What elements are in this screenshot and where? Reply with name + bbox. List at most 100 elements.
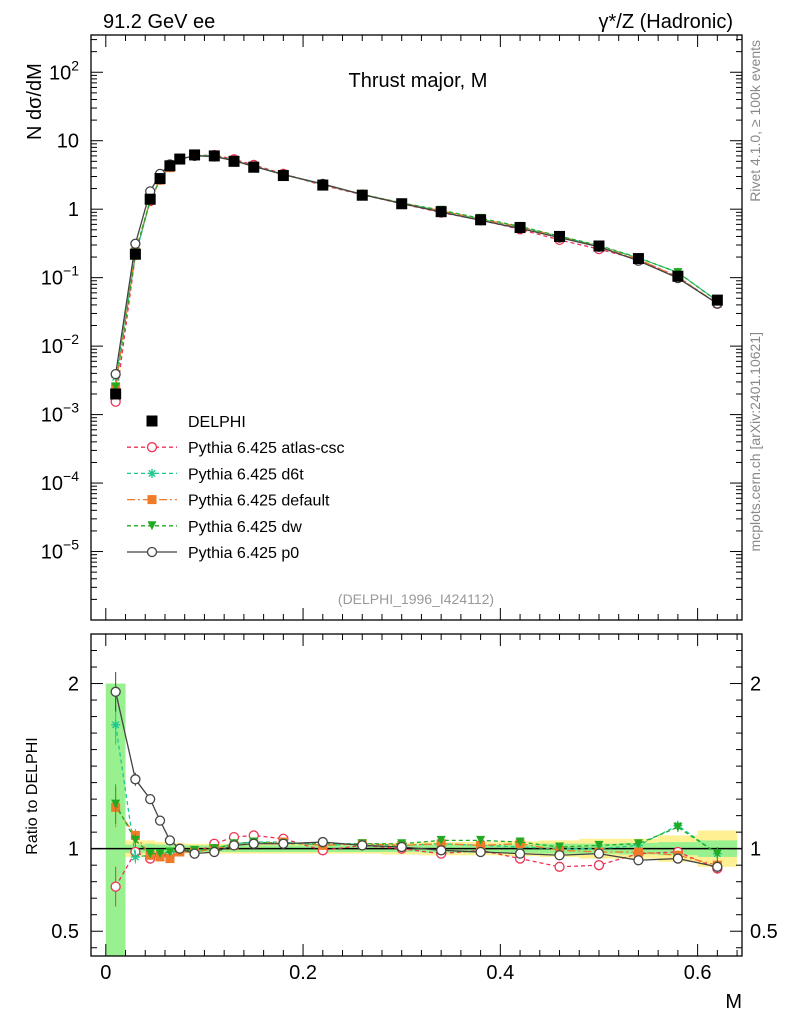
y-axis-label-main: N dσ/dM — [24, 63, 46, 140]
legend-marker — [147, 495, 157, 505]
main-point — [130, 238, 141, 249]
tick-base: 10 — [41, 542, 63, 564]
y-tick-label-main: 10 — [57, 131, 79, 153]
data-point — [248, 161, 260, 173]
rivet-version-label: Rivet 4.1.0, ≥ 100k events — [747, 40, 763, 202]
ratio-point — [633, 855, 644, 866]
ratio-point — [672, 853, 684, 864]
legend-label: Pythia 6.425 atlas-csc — [188, 440, 345, 457]
ratio-point — [554, 850, 565, 861]
ratio-point — [555, 842, 565, 852]
data-point — [711, 294, 723, 306]
main-series-line — [115, 154, 718, 402]
data-point — [129, 248, 141, 260]
ratio-point — [633, 847, 643, 857]
main-point — [111, 382, 121, 392]
legend-label: Pythia 6.425 default — [188, 493, 330, 510]
main-point — [110, 368, 121, 380]
ratio-point — [155, 849, 165, 859]
ratio-point — [673, 822, 683, 832]
ratio-point — [130, 774, 141, 785]
ratio-point — [514, 848, 526, 859]
ratio-point — [712, 849, 722, 859]
ratio-point — [189, 848, 200, 859]
main-series-line — [115, 154, 718, 387]
data-point — [554, 230, 566, 242]
legend-marker — [146, 546, 158, 558]
ratio-panel — [91, 671, 742, 907]
main-series-1 — [111, 151, 722, 382]
ratio-point — [209, 846, 220, 858]
data-point — [208, 150, 220, 162]
x-tick-label: 0.6 — [684, 962, 712, 984]
y-tick-label-ratio: 0.5 — [51, 921, 79, 943]
y-tick-label-ratio-right: 0.5 — [750, 921, 778, 943]
tick-exponent: −2 — [63, 331, 79, 347]
analysis-watermark: (DELPHI_1996_I424112) — [338, 591, 494, 607]
y-tick-label-ratio: 2 — [68, 674, 79, 696]
tick-base: 10 — [41, 268, 63, 290]
ratio-series-line — [115, 807, 718, 866]
y-tick-label-main: 1 — [68, 199, 79, 221]
data-point — [632, 253, 644, 265]
legend-entry: Pythia 6.425 d6t — [127, 466, 304, 483]
data-point — [277, 170, 289, 182]
main-panel — [110, 149, 723, 407]
ratio-panel-bands — [105, 683, 738, 956]
legend-label: DELPHI — [188, 414, 246, 431]
tick-exponent: −5 — [63, 537, 79, 553]
main-series-0 — [110, 149, 723, 407]
data-point — [174, 153, 186, 165]
x-tick-label: 0 — [100, 962, 111, 984]
ratio-point — [515, 837, 525, 847]
ratio-point — [476, 840, 486, 850]
ratio-point — [145, 793, 156, 805]
ratio-point — [396, 841, 407, 853]
main-series-line — [115, 154, 718, 388]
tick-exponent: −4 — [63, 468, 79, 484]
main-series-line — [115, 155, 718, 375]
ratio-point — [174, 843, 185, 854]
main-series-2 — [111, 151, 722, 392]
main-series-4 — [110, 150, 723, 380]
y-axis-label-ratio: Ratio to DELPHI — [24, 737, 41, 854]
tick-base: 10 — [41, 336, 63, 358]
tick-base: 10 — [41, 473, 63, 495]
ratio-point — [165, 847, 175, 857]
legend-label: Pythia 6.425 d6t — [188, 466, 304, 483]
legend-entry: Pythia 6.425 p0 — [127, 545, 299, 562]
y-tick-label-ratio-right: 2 — [750, 674, 761, 696]
ratio-point — [357, 840, 368, 851]
ratio-series-line — [115, 724, 718, 858]
legend-label: Pythia 6.425 p0 — [188, 545, 299, 562]
ratio-point — [317, 836, 328, 848]
mcplots-source-label: mcplots.cern.ch [arXiv:2401.10621] — [747, 332, 763, 551]
ratio-series-4 — [110, 671, 723, 874]
data-point — [475, 214, 487, 226]
data-point — [317, 179, 329, 191]
header-right: γ*/Z (Hadronic) — [599, 11, 733, 33]
legend-entry: DELPHI — [146, 414, 246, 431]
y-tick-label-ratio-right: 1 — [750, 839, 761, 861]
ratio-point — [228, 840, 240, 851]
legend-marker — [146, 442, 158, 453]
tick-exponent: −1 — [63, 263, 79, 279]
ratio-point — [111, 720, 121, 730]
x-tick-label: 0.4 — [486, 962, 514, 984]
data-point — [154, 173, 166, 185]
data-point — [435, 206, 447, 218]
ratio-point — [154, 815, 166, 826]
ratio-point — [475, 846, 486, 858]
ratio-series-line — [115, 803, 718, 855]
data-point — [164, 160, 176, 172]
ratio-point — [164, 835, 176, 846]
legend-marker — [146, 415, 158, 427]
y-tick-label-main: 10−4 — [41, 468, 79, 495]
data-point — [228, 155, 240, 167]
ratio-point — [436, 835, 446, 845]
ratio-point — [436, 845, 447, 856]
y-tick-label-main: 10−3 — [41, 400, 79, 427]
legend: DELPHI Pythia 6.425 atlas-csc Pythia 6.425… — [127, 414, 345, 562]
main-frame — [90, 34, 743, 621]
